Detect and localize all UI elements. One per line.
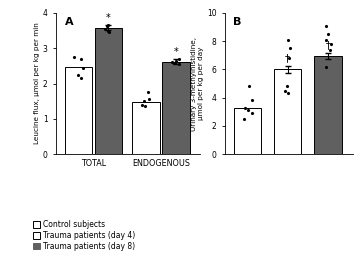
Bar (234, 107, 261, 154)
Legend: Control subjects, Trauma patients (day 4), Trauma patients (day 8): Control subjects, Trauma patients (day 4… (33, 220, 136, 251)
Bar (162, 62, 190, 154)
Bar (274, 69, 301, 154)
Bar (132, 102, 160, 154)
Y-axis label: Urinary 3-methylhistidine,
μmol per kg per day: Urinary 3-methylhistidine, μmol per kg p… (191, 36, 204, 131)
Text: *: * (174, 47, 179, 57)
Bar (95, 28, 122, 154)
Bar (64, 67, 92, 154)
Text: †: † (325, 40, 330, 50)
Text: †: † (285, 53, 290, 63)
Y-axis label: Leucine flux, μmol per kg per min: Leucine flux, μmol per kg per min (34, 23, 40, 144)
Text: *: * (106, 13, 111, 23)
Bar (314, 56, 342, 154)
Text: B: B (233, 17, 241, 27)
Text: A: A (64, 17, 73, 27)
